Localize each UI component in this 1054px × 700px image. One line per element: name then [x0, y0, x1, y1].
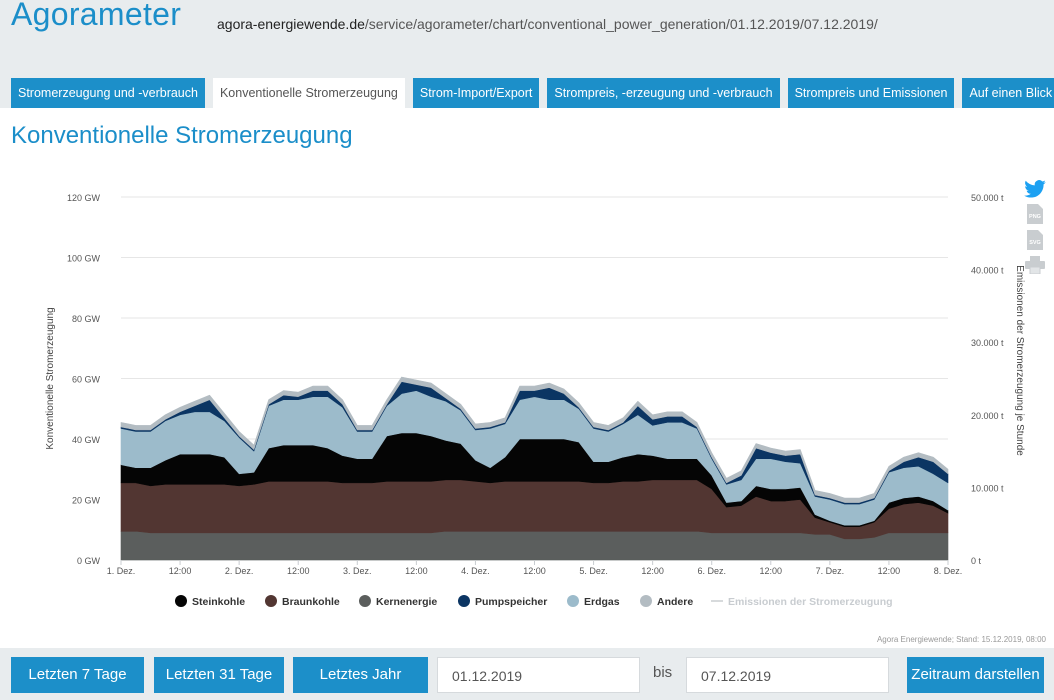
- y-tick-label: 80 GW: [72, 314, 101, 324]
- svg-icon-label: SVG: [1029, 240, 1041, 246]
- y-tick-label: 0 GW: [77, 556, 101, 566]
- legend-marker: [640, 595, 652, 607]
- x-tick-label: 12:00: [405, 566, 428, 576]
- app-title: Agorameter: [11, 0, 182, 32]
- last-year-button[interactable]: Letztes Jahr: [293, 657, 428, 693]
- chart-panel: Konventionelle Stromerzeugung 0 GW 20 GW 4…: [0, 108, 1054, 648]
- x-tick-label: 1. Dez.: [107, 566, 136, 576]
- area-andere: [120, 376, 949, 503]
- x-tick-label: 2. Dez.: [225, 566, 254, 576]
- x-tick-label: 12:00: [169, 566, 192, 576]
- tab-auf-einen-blick[interactable]: Auf einen Blick: [962, 78, 1054, 108]
- x-tick-label: 12:00: [760, 566, 783, 576]
- y-tick-label: 120 GW: [67, 193, 101, 203]
- y-tick-label: 100 GW: [67, 254, 101, 264]
- y2-tick-label: 10.000 t: [971, 483, 1004, 493]
- print-icon[interactable]: [1025, 256, 1045, 274]
- legend-item[interactable]: Braunkohle: [265, 595, 340, 608]
- x-tick-label: 12:00: [878, 566, 901, 576]
- section-title: Konventionelle Stromerzeugung: [11, 122, 353, 149]
- legend-marker: [359, 595, 371, 607]
- legend-marker: [458, 595, 470, 607]
- from-date-input[interactable]: 01.12.2019: [437, 657, 640, 693]
- x-tick-label: 7. Dez.: [816, 566, 845, 576]
- x-tick-label: 3. Dez.: [343, 566, 372, 576]
- legend-marker: [175, 595, 187, 607]
- png-icon-label: PNG: [1029, 214, 1041, 220]
- legend-marker: [567, 595, 579, 607]
- area-kernenergie: [120, 530, 949, 561]
- tab-konventionelle-stromerzeugung[interactable]: Konventionelle Stromerzeugung: [212, 78, 405, 108]
- show-period-button[interactable]: Zeitraum darstellen: [907, 657, 1044, 693]
- y-axis-title: Konventionelle Stromerzeugung: [45, 307, 56, 449]
- legend-label: Andere: [657, 596, 693, 608]
- x-tick-label: 8. Dez.: [934, 566, 963, 576]
- legend-item[interactable]: Emissionen der Stromerzeugung: [711, 596, 893, 608]
- export-icons: PNG SVG: [1022, 180, 1048, 280]
- y2-axis-title: Emissionen der Stromerzeugung je Stunde: [1014, 265, 1025, 456]
- date-controls: Letzten 7 Tage Letzten 31 Tage Letztes J…: [0, 648, 1054, 700]
- to-date-input[interactable]: 07.12.2019: [686, 657, 889, 693]
- x-tick-label: 6. Dez.: [697, 566, 726, 576]
- y2-tick-label: 0 t: [971, 556, 982, 566]
- svg-download-icon[interactable]: SVG: [1027, 230, 1043, 250]
- power-generation-chart: 0 GW 20 GW 40 GW 60 GW 80 GW 100 GW 120 GW 0 t 1…: [45, 193, 1025, 608]
- x-tick-label: 5. Dez.: [579, 566, 608, 576]
- y2-tick-label: 40.000 t: [971, 266, 1004, 276]
- legend-label: Kernenergie: [376, 596, 437, 608]
- y2-tick-label: 30.000 t: [971, 338, 1004, 348]
- page-url: agora-energiewende.de/service/agorameter…: [217, 16, 878, 32]
- y-tick-label: 60 GW: [72, 375, 101, 385]
- legend-marker: [265, 595, 277, 607]
- tab-bar: Stromerzeugung und -verbrauch Konvention…: [11, 78, 1054, 108]
- last-31-days-button[interactable]: Letzten 31 Tage: [154, 657, 284, 693]
- last-7-days-button[interactable]: Letzten 7 Tage: [11, 657, 144, 693]
- x-tick-label: 12:00: [523, 566, 546, 576]
- legend-label: Steinkohle: [192, 596, 245, 608]
- y-tick-label: 40 GW: [72, 435, 101, 445]
- legend-item[interactable]: Steinkohle: [175, 595, 245, 608]
- twitter-icon[interactable]: [1024, 180, 1046, 198]
- tab-strompreis-emissionen[interactable]: Strompreis und Emissionen: [787, 78, 955, 108]
- source-credit: Agora Energiewende; Stand: 15.12.2019, 0…: [876, 635, 1046, 644]
- legend-item[interactable]: Andere: [640, 595, 693, 608]
- legend-label: Braunkohle: [282, 596, 340, 608]
- legend-label: Erdgas: [584, 596, 620, 608]
- x-tick-label: 4. Dez.: [461, 566, 490, 576]
- tab-strompreis-erzeugung[interactable]: Strompreis, -erzeugung und -verbrauch: [547, 78, 780, 108]
- x-tick-label: 12:00: [641, 566, 664, 576]
- legend-item[interactable]: Kernenergie: [359, 595, 437, 608]
- url-domain: agora-energiewende.de: [217, 16, 365, 32]
- x-tick-label: 12:00: [287, 566, 310, 576]
- legend-item[interactable]: Erdgas: [567, 595, 620, 608]
- tab-stromerzeugung[interactable]: Stromerzeugung und -verbrauch: [11, 78, 205, 108]
- legend-label: Emissionen der Stromerzeugung: [728, 596, 893, 608]
- url-path: /service/agorameter/chart/conventional_p…: [364, 16, 878, 32]
- y2-tick-label: 20.000 t: [971, 411, 1004, 421]
- png-download-icon[interactable]: PNG: [1027, 204, 1043, 224]
- bis-label: bis: [653, 664, 673, 681]
- y-tick-label: 20 GW: [72, 496, 101, 506]
- legend-label: Pumpspeicher: [475, 596, 547, 608]
- legend-item[interactable]: Pumpspeicher: [458, 595, 547, 608]
- tab-strom-import-export[interactable]: Strom-Import/Export: [412, 78, 540, 108]
- y2-tick-label: 50.000 t: [971, 193, 1004, 203]
